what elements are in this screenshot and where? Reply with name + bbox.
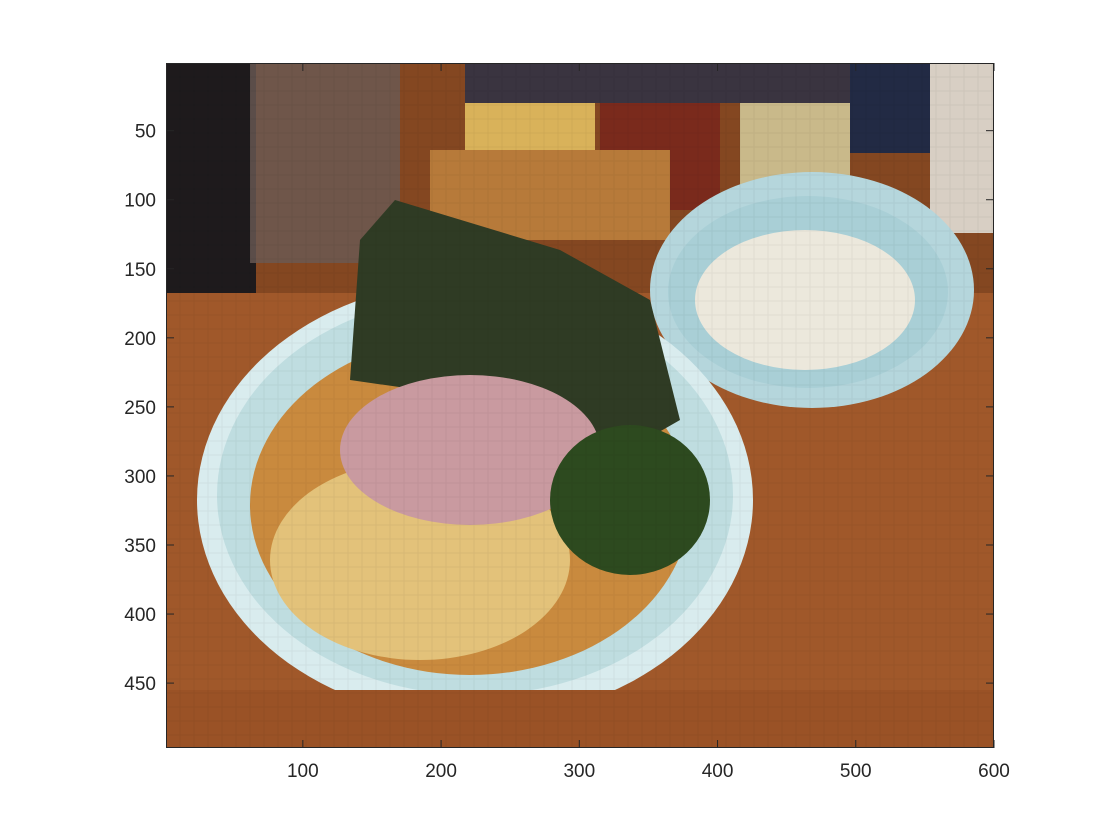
x-tick-label: 500 — [840, 761, 872, 782]
axes-frame — [166, 63, 994, 748]
y-tick-label: 100 — [124, 191, 156, 212]
x-tick-label: 300 — [563, 761, 595, 782]
y-tick-label: 250 — [124, 398, 156, 419]
y-tick-label: 350 — [124, 536, 156, 557]
x-tick-label: 400 — [702, 761, 734, 782]
y-tick-label: 50 — [135, 122, 156, 143]
x-tick-label: 600 — [978, 761, 1010, 782]
y-tick-label: 400 — [124, 605, 156, 626]
pixel-overlay — [166, 63, 994, 748]
y-tick-label: 450 — [124, 674, 156, 695]
y-axis: 50 100 150 200 250 300 350 400 450 — [124, 122, 994, 695]
x-tick-label: 200 — [425, 761, 457, 782]
x-tick-label: 100 — [287, 761, 319, 782]
y-tick-label: 200 — [124, 329, 156, 350]
y-tick-label: 300 — [124, 467, 156, 488]
image-plot-area — [166, 63, 994, 748]
y-tick-label: 150 — [124, 260, 156, 281]
x-axis: 100 200 300 400 500 600 — [287, 63, 1010, 782]
